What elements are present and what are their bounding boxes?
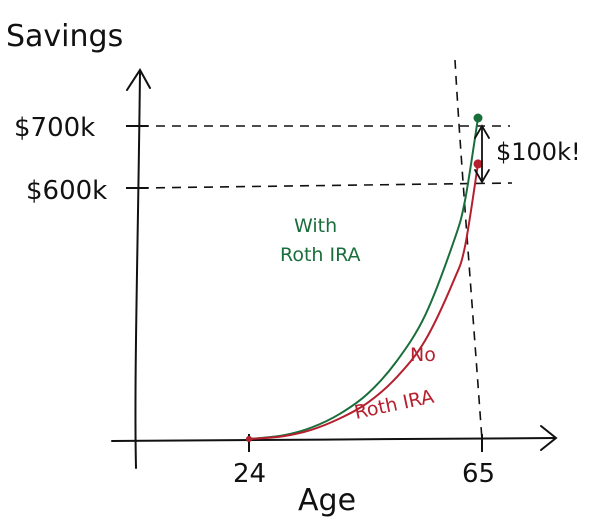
series-0-end-point	[473, 113, 483, 123]
x-axis-arrow	[540, 425, 558, 451]
series-label-no-roth-line1: No	[410, 344, 436, 366]
y-tick-label-600k: $600k	[26, 176, 107, 206]
x-axis-title: Age	[298, 483, 356, 518]
y-axis-arrow	[126, 68, 151, 91]
series-label-with-roth-line1: With	[294, 215, 337, 237]
series-1-end-point	[473, 159, 483, 169]
x-axis	[111, 437, 556, 442]
axes	[111, 68, 558, 469]
series-label-no-roth-line2: Roth IRA	[352, 386, 435, 424]
series-label-with-roth-line2: Roth IRA	[280, 244, 361, 266]
difference-bracket	[474, 124, 490, 184]
series-1-start-point	[246, 436, 252, 442]
x-tick-label-24: 24	[233, 459, 266, 489]
y-axis-title: Savings	[6, 19, 123, 54]
guide-age-65	[454, 59, 483, 441]
x-tick-label-65: 65	[462, 459, 495, 489]
guides	[139, 59, 513, 441]
series-layer	[246, 113, 483, 442]
y-axis	[134, 71, 141, 469]
series-line-0	[248, 117, 479, 440]
y-tick-label-700k: $700k	[14, 113, 95, 143]
difference-annotation: $100k!	[496, 138, 581, 166]
guide-600k	[139, 182, 513, 189]
y-tick-marks	[126, 125, 148, 189]
series-line-1	[248, 163, 479, 440]
